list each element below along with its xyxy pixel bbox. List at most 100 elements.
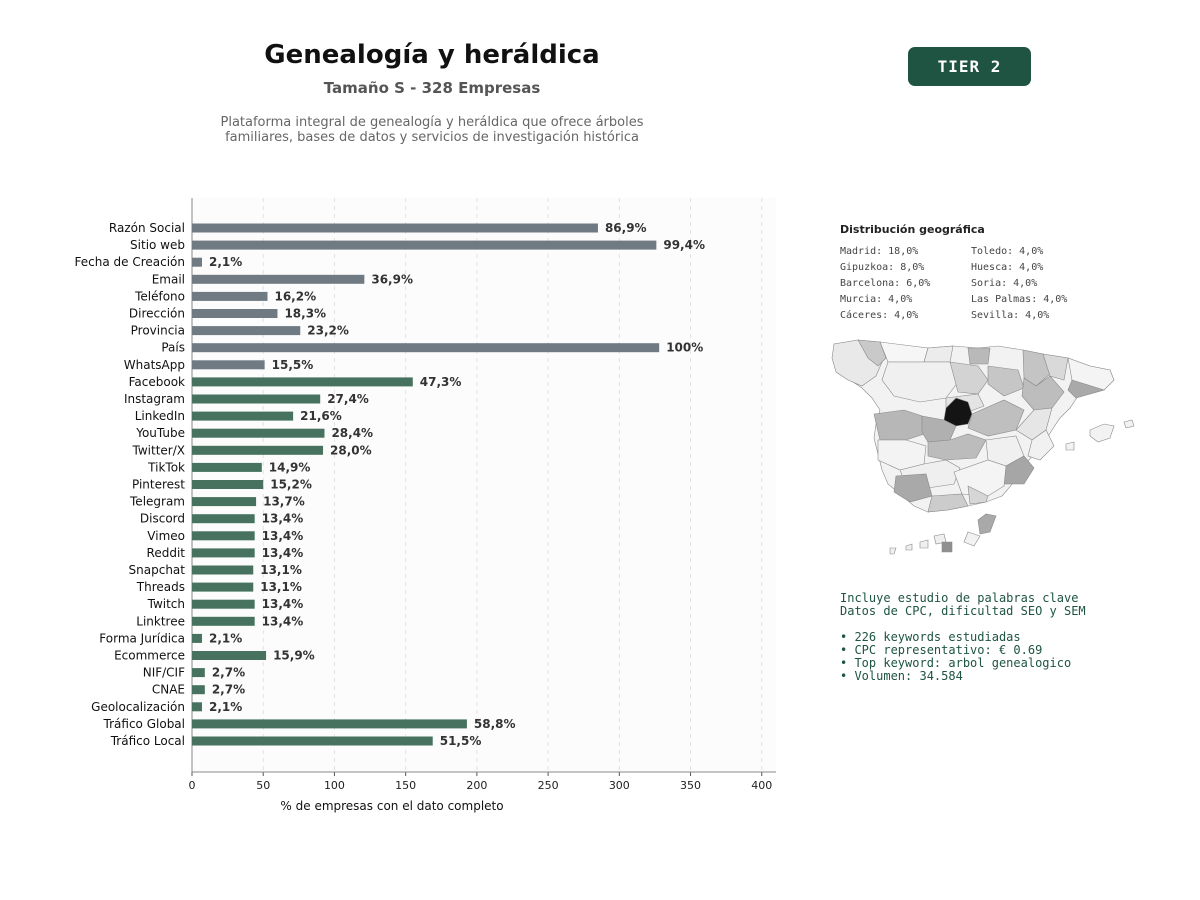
bar: [192, 531, 255, 541]
map-region: [923, 345, 954, 363]
category-label: Reddit: [147, 546, 186, 560]
keyword-bullet: • 226 keywords estudiadas: [840, 630, 1021, 644]
category-label: LinkedIn: [135, 409, 185, 423]
tier-badge: TIER 2: [908, 47, 1031, 86]
bar: [192, 411, 294, 421]
value-label: 13,1%: [260, 563, 302, 577]
bar: [192, 719, 467, 729]
value-label: 2,1%: [209, 255, 242, 269]
value-label: 13,1%: [260, 580, 302, 594]
x-axis-label: % de empresas con el dato completo: [280, 799, 503, 813]
map-region: [1065, 441, 1075, 451]
value-label: 23,2%: [307, 324, 349, 338]
x-tick-label: 200: [466, 779, 487, 792]
description-line-1: Plataforma integral de genealogía y herá…: [220, 115, 644, 130]
bar: [192, 599, 255, 609]
bar: [192, 685, 205, 695]
bar: [192, 291, 268, 301]
geo-item: Cáceres: 4,0%: [840, 310, 919, 321]
bar: [192, 668, 205, 678]
geo-item: Murcia: 4,0%: [840, 294, 913, 305]
value-label: 86,9%: [605, 221, 647, 235]
map-region: [1042, 353, 1069, 381]
map-region: [873, 409, 925, 441]
bar: [192, 343, 660, 353]
x-tick-label: 150: [395, 779, 416, 792]
value-label: 13,4%: [262, 597, 304, 611]
value-label: 100%: [666, 341, 703, 355]
bar: [192, 309, 278, 318]
page-subtitle: Tamaño S - 328 Empresas: [323, 79, 541, 97]
value-label: 27,4%: [327, 392, 369, 406]
value-label: 15,2%: [270, 478, 312, 492]
category-label: Snapchat: [129, 563, 186, 577]
keyword-line-2: Datos de CPC, dificultad SEO y SEM: [840, 604, 1086, 618]
bar: [192, 514, 255, 524]
bar: [192, 702, 202, 712]
geo-item: Soria: 4,0%: [971, 278, 1038, 289]
category-label: Vimeo: [147, 529, 185, 543]
bar: [192, 462, 262, 472]
category-label: Tráfico Local: [110, 734, 185, 748]
map-region: [1123, 419, 1135, 429]
map-region: [1022, 349, 1051, 387]
value-label: 15,9%: [273, 649, 315, 663]
value-label: 28,0%: [330, 443, 372, 457]
x-tick-label: 300: [609, 779, 630, 792]
category-label: Provincia: [131, 324, 185, 338]
value-label: 28,4%: [331, 426, 373, 440]
map-region: [949, 361, 989, 395]
x-tick-label: 50: [256, 779, 270, 792]
keyword-bullet: • CPC representativo: € 0.69: [840, 643, 1043, 657]
value-label: 14,9%: [269, 460, 311, 474]
map-region: [889, 547, 897, 555]
category-label: Forma Jurídica: [99, 631, 185, 645]
bar: [192, 480, 264, 489]
geo-distribution-title: Distribución geográfica: [840, 223, 985, 236]
map-region: [1027, 429, 1055, 461]
map-region: [1021, 375, 1065, 411]
category-label: Dirección: [129, 307, 185, 321]
geo-distribution-list: Madrid: 18,0% Toledo: 4,0% Gipuzkoa: 8,0…: [840, 246, 1110, 322]
bar: [192, 616, 255, 626]
description-line-2: familiares, bases de datos y servicios d…: [225, 130, 639, 145]
value-label: 2,7%: [212, 683, 245, 697]
geo-item: Barcelona: 6,0%: [840, 278, 931, 289]
category-label: TikTok: [147, 460, 185, 474]
bar: [192, 651, 267, 660]
geo-item: Las Palmas: 4,0%: [971, 294, 1068, 305]
category-label: CNAE: [152, 683, 185, 697]
value-label: 13,7%: [263, 495, 305, 509]
keyword-bullet: • Volumen: 34.584: [840, 669, 963, 683]
geo-item: Gipuzkoa: 8,0%: [840, 262, 925, 273]
bar: [192, 326, 301, 336]
category-label: Email: [152, 272, 185, 286]
spain-choropleth-map: [831, 339, 1135, 555]
value-label: 51,5%: [440, 734, 482, 748]
bar: [192, 394, 321, 404]
completeness-bar-chart: 0 50 100 150 200 250 300 350 400 Razón Social 86,9…: [75, 198, 776, 813]
bar: [192, 548, 255, 558]
map-region: [905, 543, 913, 551]
category-label: Facebook: [129, 375, 185, 389]
category-label: Telegram: [129, 495, 185, 509]
category-label: Ecommerce: [114, 649, 185, 663]
geo-item: Huesca: 4,0%: [971, 262, 1044, 273]
category-label: Discord: [140, 512, 185, 526]
keyword-study-block: Incluye estudio de palabras clave Datos …: [840, 592, 1140, 683]
map-region: [927, 493, 969, 513]
category-label: Teléfono: [134, 289, 185, 303]
value-label: 13,4%: [262, 529, 304, 543]
map-region: [977, 513, 997, 535]
bar: [192, 274, 365, 284]
geo-item: Madrid: 18,0%: [840, 246, 919, 257]
bar: [192, 633, 202, 643]
category-label: Instagram: [124, 392, 185, 406]
map-region: [927, 433, 987, 461]
map-region: [1067, 379, 1106, 399]
x-tick-label: 400: [751, 779, 772, 792]
value-label: 21,6%: [300, 409, 342, 423]
map-region: [967, 485, 989, 505]
x-tick-label: 100: [324, 779, 345, 792]
map-region: [987, 365, 1025, 397]
